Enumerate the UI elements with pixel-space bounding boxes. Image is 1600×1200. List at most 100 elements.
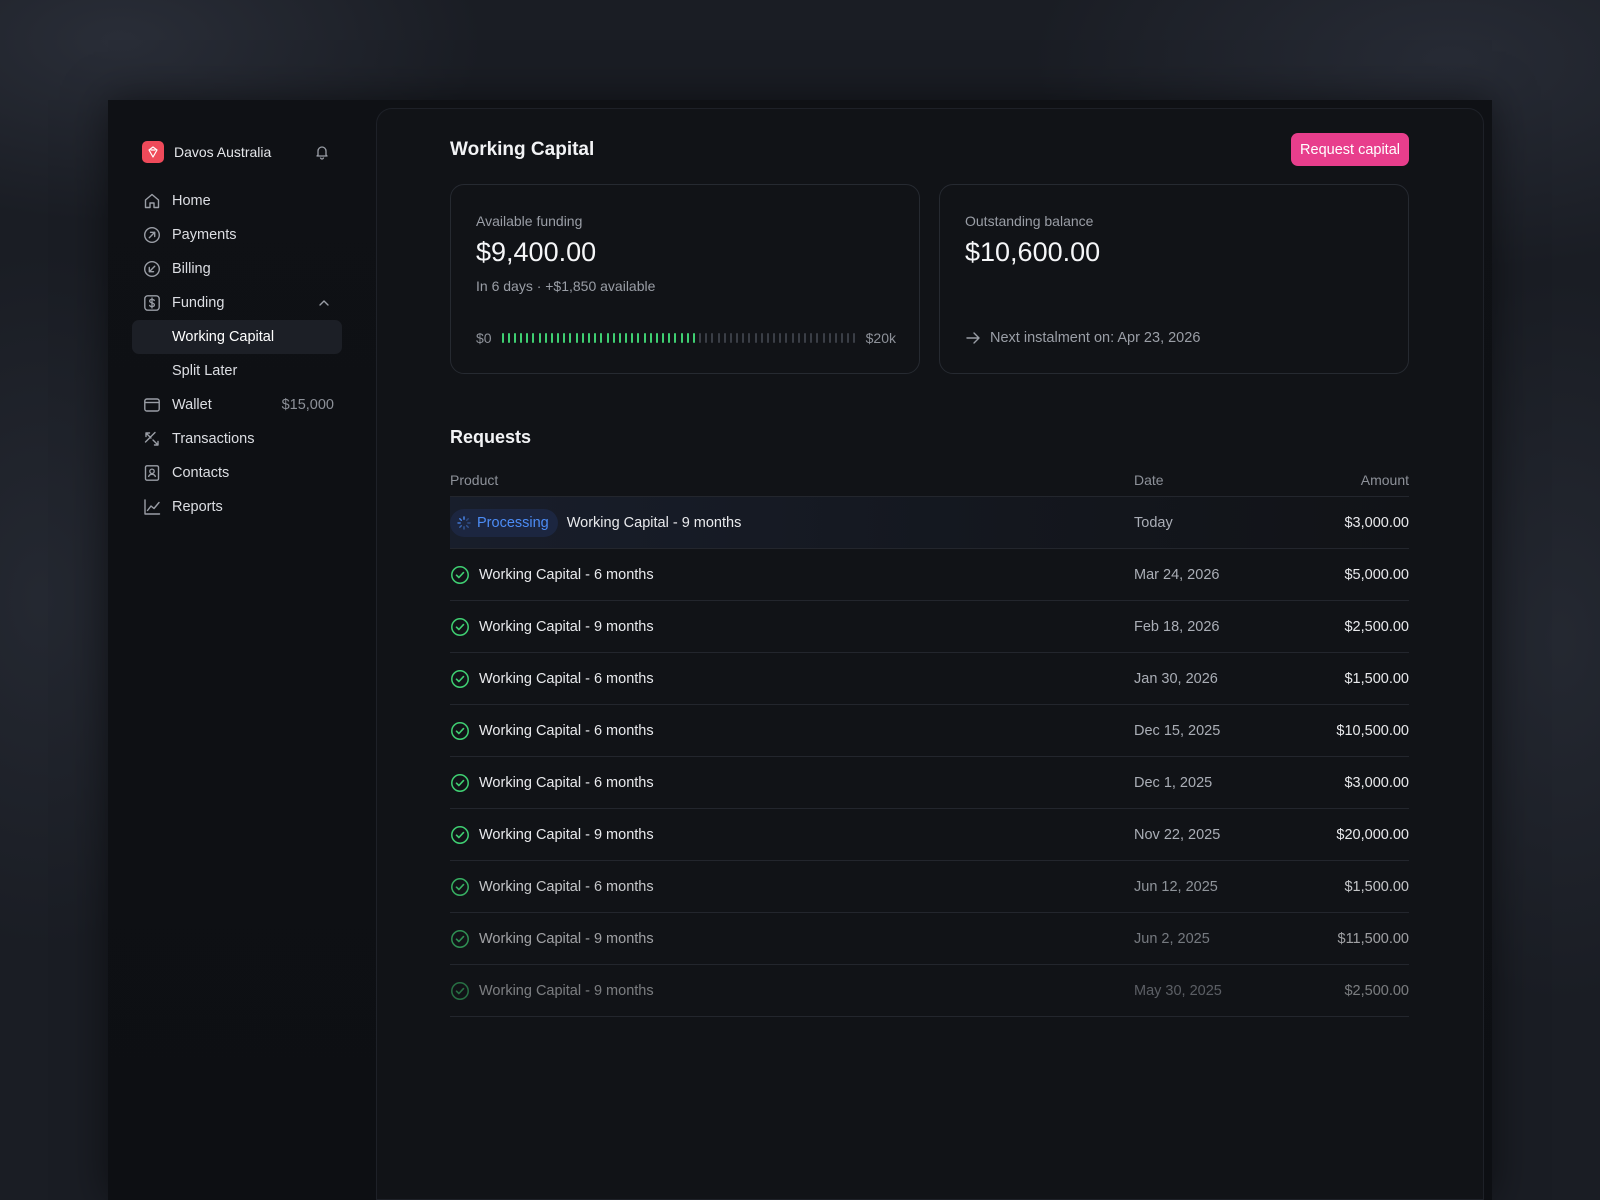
progress-tick (766, 333, 769, 343)
bell-icon[interactable] (314, 144, 330, 160)
progress-tick (594, 333, 597, 343)
available-funding-card: Available funding $9,400.00 In 6 days · … (450, 184, 920, 374)
funding-progress-bar: $0 $20k (476, 330, 896, 346)
check-circle-icon (450, 877, 470, 897)
sidebar-item-funding[interactable]: Funding (132, 286, 342, 320)
sidebar-item-split-later[interactable]: Split Later (132, 354, 342, 388)
sidebar-item-billing[interactable]: Billing (132, 252, 342, 286)
request-date: Dec 15, 2025 (1134, 722, 1221, 739)
request-date: Today (1134, 514, 1173, 531)
request-product: Working Capital - 6 months (450, 565, 654, 585)
transactions-icon (142, 429, 162, 449)
request-amount: $2,500.00 (1344, 618, 1409, 635)
table-header: Product Date Amount (450, 464, 1409, 497)
sidebar-item-label: Transactions (172, 431, 255, 447)
bar-min-label: $0 (476, 330, 492, 346)
sidebar-item-payments[interactable]: Payments (132, 218, 342, 252)
progress-tick (581, 333, 584, 343)
column-header-date[interactable]: Date (1134, 472, 1164, 488)
table-row[interactable]: Working Capital - 9 months Nov 22, 2025 $2… (450, 809, 1409, 861)
progress-tick (729, 333, 732, 343)
progress-tick (680, 333, 683, 343)
progress-tick (526, 333, 529, 343)
progress-tick (637, 333, 640, 343)
progress-ticks (501, 333, 856, 343)
progress-tick (705, 333, 708, 343)
next-instalment-text: Next instalment on: Apr 23, 2026 (990, 330, 1201, 346)
table-row[interactable]: Processing Working Capital - 9 months Toda… (450, 497, 1409, 549)
progress-tick (828, 333, 831, 343)
table-row[interactable]: Working Capital - 6 months Mar 24, 2026 $5… (450, 549, 1409, 601)
request-product-label: Working Capital - 9 months (479, 826, 654, 843)
available-funding-label: Available funding (476, 213, 583, 229)
table-row[interactable]: Working Capital - 6 months Dec 1, 2025 $3,… (450, 757, 1409, 809)
progress-tick (742, 333, 745, 343)
table-row[interactable]: Working Capital - 9 months May 30, 2025 $2… (450, 965, 1409, 1017)
sidebar-item-label: Contacts (172, 465, 230, 481)
progress-tick (569, 333, 572, 343)
progress-tick (723, 333, 726, 343)
progress-tick (810, 333, 813, 343)
progress-tick (736, 333, 739, 343)
sidebar-item-contacts[interactable]: Contacts (132, 456, 342, 490)
request-date: May 30, 2025 (1134, 982, 1222, 999)
sidebar-item-label: Home (172, 193, 211, 209)
progress-tick (841, 333, 844, 343)
request-product: Working Capital - 9 months (450, 617, 654, 637)
column-header-amount[interactable]: Amount (1360, 472, 1409, 488)
progress-tick (773, 333, 776, 343)
request-amount: $2,500.00 (1344, 982, 1409, 999)
progress-tick (600, 333, 603, 343)
progress-tick (544, 333, 547, 343)
progress-tick (520, 333, 523, 343)
progress-tick (785, 333, 788, 343)
org-name: Davos Australia (174, 144, 272, 160)
bar-max-label: $20k (865, 330, 896, 346)
table-row[interactable]: Working Capital - 9 months Feb 18, 2026 $2… (450, 601, 1409, 653)
check-circle-icon (450, 565, 470, 585)
progress-tick (816, 333, 819, 343)
chevron-up-icon[interactable] (318, 297, 330, 309)
request-capital-button[interactable]: Request capital (1291, 133, 1409, 166)
arrow-down-left-circle-icon (142, 259, 162, 279)
request-amount: $11,500.00 (1337, 930, 1410, 947)
progress-tick (501, 333, 504, 343)
outstanding-balance-value: $10,600.00 (965, 237, 1101, 267)
progress-tick (587, 333, 590, 343)
progress-tick (692, 333, 695, 343)
request-date: Dec 1, 2025 (1134, 774, 1213, 791)
sidebar-item-label: Wallet (172, 397, 212, 413)
request-amount: $10,500.00 (1336, 722, 1409, 739)
request-date: Mar 24, 2026 (1134, 566, 1220, 583)
requests-table: Product Date Amount Processing Working Ca… (450, 464, 1409, 1017)
sidebar-item-working-capital[interactable]: Working Capital (132, 320, 342, 354)
column-header-product[interactable]: Product (450, 472, 499, 488)
progress-tick (507, 333, 510, 343)
sidebar-item-home[interactable]: Home (132, 184, 342, 218)
arrow-right-icon (965, 330, 981, 346)
table-row[interactable]: Working Capital - 6 months Jun 12, 2025 $1… (450, 861, 1409, 913)
progress-tick (674, 333, 677, 343)
table-row[interactable]: Working Capital - 6 months Jan 30, 2026 $1… (450, 653, 1409, 705)
org-switcher[interactable]: Davos Australia (142, 140, 334, 164)
request-product-label: Working Capital - 6 months (479, 774, 654, 791)
request-product: Working Capital - 9 months (450, 825, 654, 845)
request-amount: $1,500.00 (1344, 670, 1409, 687)
progress-tick (550, 333, 553, 343)
progress-tick (618, 333, 621, 343)
progress-tick (748, 333, 751, 343)
progress-tick (631, 333, 634, 343)
progress-tick (754, 333, 757, 343)
table-row[interactable]: Working Capital - 9 months Jun 2, 2025 $11… (450, 913, 1409, 965)
request-product-label: Working Capital - 6 months (479, 566, 654, 583)
sidebar-item-reports[interactable]: Reports (132, 490, 342, 524)
progress-tick (686, 333, 689, 343)
sidebar-item-wallet[interactable]: Wallet $15,000 (132, 388, 342, 422)
table-row[interactable]: Working Capital - 6 months Dec 15, 2025 $1… (450, 705, 1409, 757)
sidebar-item-transactions[interactable]: Transactions (132, 422, 342, 456)
app-window: Davos Australia Home Payments (108, 100, 1492, 1200)
wallet-balance: $15,000 (281, 397, 334, 413)
request-date: Nov 22, 2025 (1134, 826, 1221, 843)
progress-tick (643, 333, 646, 343)
progress-tick (853, 333, 856, 343)
